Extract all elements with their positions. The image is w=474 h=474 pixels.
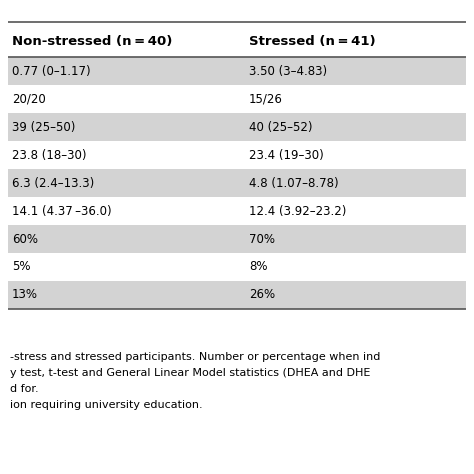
Text: 0.77 (0–1.17): 0.77 (0–1.17)	[12, 64, 91, 78]
Text: 23.8 (18–30): 23.8 (18–30)	[12, 148, 86, 162]
Text: 20/20: 20/20	[12, 92, 46, 106]
Text: 13%: 13%	[12, 289, 38, 301]
Bar	[8, 57, 466, 85]
Text: 26%: 26%	[249, 289, 275, 301]
Text: 14.1 (4.37 –36.0): 14.1 (4.37 –36.0)	[12, 204, 111, 218]
Text: 60%: 60%	[12, 233, 38, 246]
Text: ion requiring university education.: ion requiring university education.	[10, 400, 202, 410]
Bar	[8, 169, 466, 197]
Text: 8%: 8%	[249, 261, 267, 273]
Text: -stress and stressed participants. Number or percentage when ind: -stress and stressed participants. Numbe…	[10, 352, 380, 362]
Text: 23.4 (19–30): 23.4 (19–30)	[249, 148, 324, 162]
Bar	[8, 225, 466, 253]
Text: 40 (25–52): 40 (25–52)	[249, 120, 312, 134]
Text: 39 (25–50): 39 (25–50)	[12, 120, 75, 134]
Text: d for.: d for.	[10, 384, 38, 394]
Text: 15/26: 15/26	[249, 92, 283, 106]
Text: 3.50 (3–4.83): 3.50 (3–4.83)	[249, 64, 327, 78]
Bar	[8, 281, 466, 309]
Text: 4.8 (1.07–8.78): 4.8 (1.07–8.78)	[249, 176, 338, 190]
Text: Stressed (n = 41): Stressed (n = 41)	[249, 35, 375, 47]
Text: y test, t-test and General Linear Model statistics (DHEA and DHE: y test, t-test and General Linear Model …	[10, 368, 370, 378]
Text: 12.4 (3.92–23.2): 12.4 (3.92–23.2)	[249, 204, 346, 218]
Text: 5%: 5%	[12, 261, 30, 273]
Text: 70%: 70%	[249, 233, 275, 246]
Bar	[8, 113, 466, 141]
Text: Non-stressed (n = 40): Non-stressed (n = 40)	[12, 35, 173, 47]
Text: 6.3 (2.4–13.3): 6.3 (2.4–13.3)	[12, 176, 94, 190]
